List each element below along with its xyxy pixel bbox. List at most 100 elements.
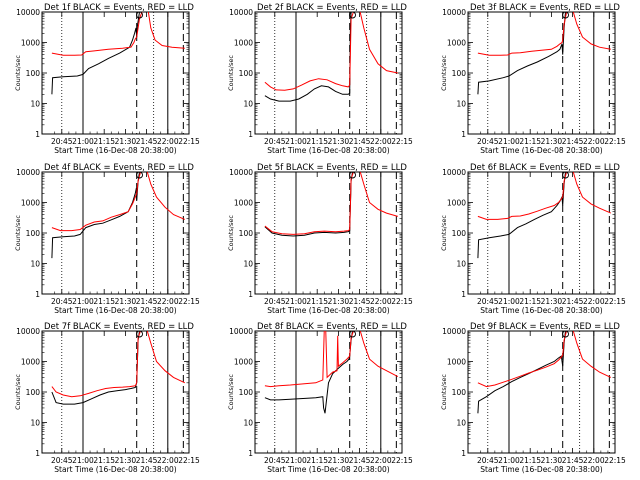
y-tick-label: 10000 [442, 8, 466, 17]
series-group [477, 331, 612, 414]
panel-9: 1 10 100 1000 10000 20:45 21:00 21:15 21:30 21:45… [440, 322, 626, 474]
red-series-line [264, 172, 398, 235]
y-tick-label: 1000 [447, 199, 466, 208]
x-tick-label: 22:00 [583, 456, 605, 465]
y-tick-label: 1000 [21, 199, 40, 208]
y-axis-label: Counts/sec [227, 215, 235, 251]
circle-marker [562, 171, 569, 179]
x-tick-label: 21:00 [498, 456, 520, 465]
panel-4: 1 10 100 1000 10000 20:45 21:00 21:15 21:30 21:45… [14, 163, 200, 315]
panel-3: 1 10 100 1000 10000 20:45 21:00 21:15 21:30 21:45… [440, 3, 626, 155]
x-tick-label: 21:45 [349, 456, 371, 465]
x-tick-label: 22:00 [157, 137, 179, 146]
x-tick-label: 21:30 [328, 137, 350, 146]
y-tick-label: 10000 [442, 327, 466, 336]
plot-frame [467, 11, 616, 135]
y-axis-label: Counts/sec [227, 374, 235, 410]
plot-frame [467, 171, 616, 295]
x-tick-label: 22:15 [604, 297, 626, 306]
circle-marker [349, 171, 356, 179]
x-tick-label: 21:15 [93, 137, 115, 146]
black-series-line [51, 12, 141, 95]
x-tick-label: 21:00 [72, 297, 94, 306]
y-tick-label: 10000 [229, 168, 253, 177]
x-tick-label: 22:00 [370, 297, 392, 306]
y-tick-label: 100 [452, 388, 467, 397]
x-axis-label: Start Time (16-Dec-08 20:38:00) [267, 146, 389, 155]
panel-title: Det 3f BLACK = Events, RED = LLD [470, 3, 620, 13]
x-axis-label: Start Time (16-Dec-08 20:38:00) [267, 306, 389, 315]
x-tick-label: 22:15 [178, 137, 200, 146]
y-tick-label: 100 [239, 388, 254, 397]
circle-marker [349, 330, 356, 338]
x-tick-label: 22:00 [583, 137, 605, 146]
y-tick-label: 10 [30, 260, 40, 269]
x-tick-label: 21:15 [93, 297, 115, 306]
x-tick-label: 22:00 [157, 456, 179, 465]
panel-title: Det 4f BLACK = Events, RED = LLD [44, 163, 194, 173]
black-series-line [264, 331, 354, 414]
x-tick-label: 22:15 [604, 137, 626, 146]
x-tick-label: 22:15 [391, 137, 413, 146]
plot-frame [254, 11, 403, 135]
red-series-line [477, 12, 611, 56]
x-tick-label: 21:15 [306, 137, 328, 146]
x-tick-label: 21:15 [519, 297, 541, 306]
y-tick-label: 1000 [447, 358, 466, 367]
x-tick-label: 21:00 [285, 297, 307, 306]
panel-7: 1 10 100 1000 10000 20:45 21:00 21:15 21:30 21:45… [14, 322, 200, 474]
x-tick-label: 21:00 [498, 137, 520, 146]
x-tick-label: 20:45 [51, 137, 73, 146]
x-tick-label: 20:45 [264, 297, 286, 306]
y-axis-label: Counts/sec [440, 374, 448, 410]
x-axis-label: Start Time (16-Dec-08 20:38:00) [480, 465, 602, 474]
red-series-line [477, 331, 612, 388]
panel-title: Det 2f BLACK = Events, RED = LLD [257, 3, 407, 13]
y-tick-label: 100 [26, 69, 41, 78]
y-tick-label: 10000 [16, 8, 40, 17]
y-tick-label: 10000 [16, 168, 40, 177]
series-group [264, 12, 398, 102]
series-group [51, 331, 186, 405]
x-tick-label: 20:45 [264, 456, 286, 465]
y-tick-label: 1 [461, 130, 466, 139]
red-series-line [264, 331, 399, 388]
y-tick-label: 1000 [21, 39, 40, 48]
y-axis-label: Counts/sec [14, 215, 22, 251]
y-axis-label: Counts/sec [14, 374, 22, 410]
y-tick-label: 1000 [234, 358, 253, 367]
x-tick-label: 21:30 [541, 456, 563, 465]
x-tick-label: 21:30 [115, 456, 137, 465]
x-tick-label: 21:45 [562, 456, 584, 465]
y-tick-label: 10 [456, 419, 466, 428]
y-tick-label: 10 [243, 260, 253, 269]
red-series-line [477, 172, 611, 220]
black-series-line [477, 12, 567, 95]
x-tick-label: 21:45 [562, 137, 584, 146]
black-series-line [264, 12, 353, 102]
series-group [264, 172, 398, 237]
y-tick-label: 100 [26, 388, 41, 397]
x-tick-label: 21:45 [349, 297, 371, 306]
x-axis-label: Start Time (16-Dec-08 20:38:00) [267, 465, 389, 474]
x-tick-label: 21:15 [306, 297, 328, 306]
series-group [477, 172, 611, 259]
panel-title: Det 5f BLACK = Events, RED = LLD [257, 163, 407, 173]
y-tick-label: 1000 [234, 199, 253, 208]
x-tick-label: 20:45 [51, 297, 73, 306]
y-axis-label: Counts/sec [440, 55, 448, 91]
plot-frame [41, 11, 190, 135]
black-series-line [264, 172, 354, 237]
y-tick-label: 1000 [447, 39, 466, 48]
x-tick-label: 21:15 [519, 456, 541, 465]
series-group [264, 331, 399, 414]
y-tick-label: 1 [248, 290, 253, 299]
plot-frame [41, 330, 190, 454]
y-tick-label: 1 [248, 449, 253, 458]
x-axis-label: Start Time (16-Dec-08 20:38:00) [54, 465, 176, 474]
black-series-line [51, 331, 141, 405]
x-tick-label: 21:15 [519, 137, 541, 146]
y-tick-label: 1000 [234, 39, 253, 48]
series-group [51, 12, 185, 95]
series-group [477, 12, 611, 95]
